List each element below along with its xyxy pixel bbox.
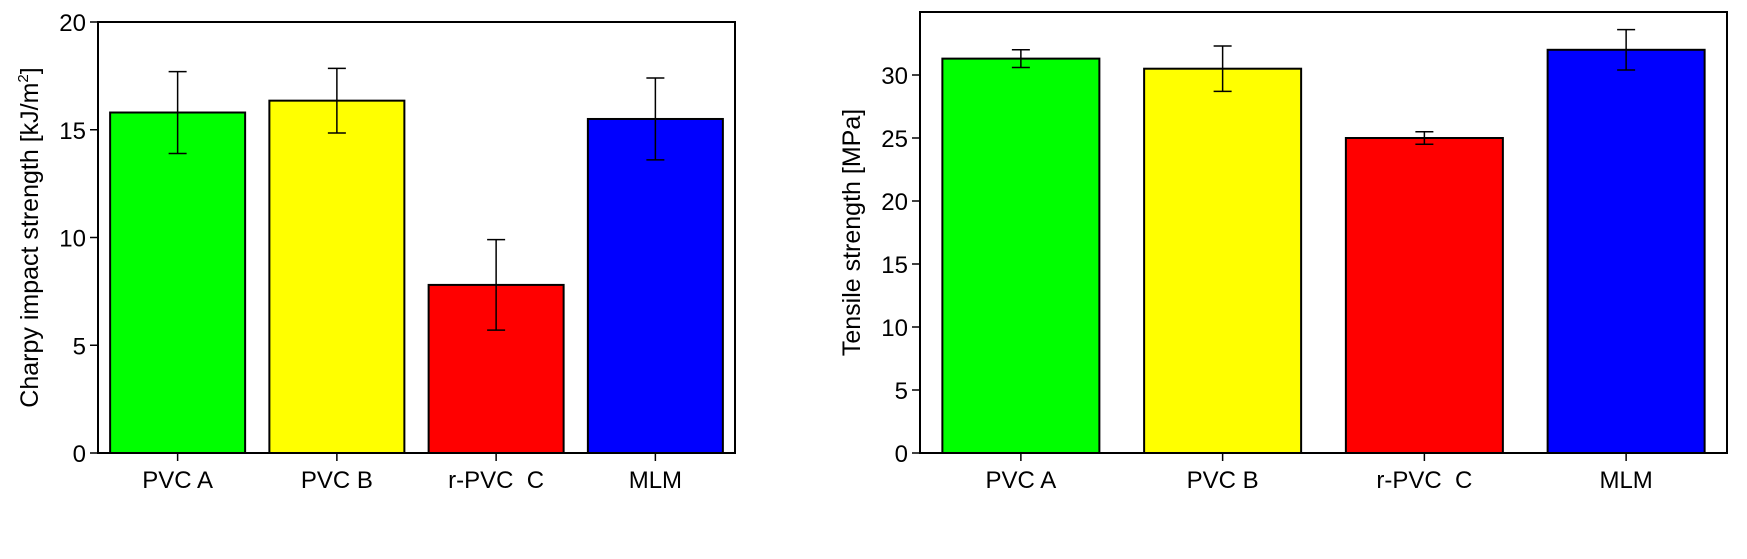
chart-1-y-axis-title-tail: ]	[16, 67, 44, 74]
chart-2-bar-r-pvc-c	[1344, 137, 1504, 454]
chart-2-category-labels: PVC A PVC B r-PVC C MLM	[986, 467, 1653, 494]
chart-1-y-tick-labels: 0 5 10 15 20	[59, 10, 86, 468]
chart-1-errorbar-pvc-a	[168, 70, 187, 155]
chart-2-ytick-label-25: 25	[881, 126, 908, 153]
chart-2-error-bars	[1011, 28, 1636, 146]
chart-2-category-label-pvc-a: PVC A	[986, 467, 1057, 494]
chart-1-bar-pvc-a	[109, 111, 247, 454]
chart-2-category-label-pvc-b: PVC B	[1187, 467, 1259, 494]
chart-2-ytick-label-5: 5	[895, 378, 908, 405]
chart-1-ytick-label-10: 10	[59, 226, 86, 253]
chart-1-category-label-pvc-a: PVC A	[142, 467, 213, 494]
chart-1-y-axis-title: Charpy impact strength [kJ/m2]	[15, 67, 44, 407]
chart-2-bar-pvc-a	[941, 57, 1101, 455]
chart-2-ytick-label-20: 20	[881, 189, 908, 216]
chart-2-errorbar-pvc-b	[1213, 45, 1232, 93]
chart-2-bar-pvc-b	[1143, 67, 1303, 454]
chart-1-y-axis-title-main: Charpy impact strength [kJ/m	[16, 83, 44, 408]
chart-2-bar-mlm	[1546, 48, 1706, 455]
chart-1-y-axis-title-sup: 2	[15, 74, 32, 82]
chart-1-category-label-mlm: MLM	[629, 467, 682, 494]
chart-1-bar-pvc-b	[268, 99, 406, 454]
chart-2-category-label-mlm: MLM	[1599, 467, 1652, 494]
chart-1: 0 5 10 15 20 PVC A PVC B r-PVC C MLM Cha…	[15, 10, 736, 494]
chart-2-ytick-label-15: 15	[881, 252, 908, 279]
chart-1-bars	[109, 99, 724, 454]
chart-2-ytick-label-10: 10	[881, 315, 908, 342]
chart-1-ytick-label-5: 5	[73, 333, 86, 360]
chart-1-ytick-label-0: 0	[73, 441, 86, 468]
chart-1-error-bars	[168, 67, 665, 331]
chart-1-y-ticks	[90, 21, 98, 454]
chart-2-errorbar-r-pvc-c	[1415, 130, 1434, 146]
chart-2-y-axis-title: Tensile strength [MPa]	[838, 109, 866, 356]
chart-1-x-ticks	[176, 453, 657, 461]
chart-2-ytick-label-30: 30	[881, 63, 908, 90]
chart-1-bar-mlm	[586, 117, 724, 454]
chart-2-y-tick-labels: 0 5 10 15 20 25 30	[881, 63, 908, 468]
chart-1-errorbar-pvc-b	[327, 67, 346, 134]
chart-2-errorbar-mlm	[1617, 28, 1636, 71]
chart-2-category-label-r-pvc-c: r-PVC C	[1376, 467, 1472, 494]
chart-2: 0 5 10 15 20 25 30 PVC A PVC B r-PVC C M…	[838, 11, 1728, 494]
chart-1-errorbar-r-pvc-c	[487, 238, 506, 331]
chart-1-category-label-pvc-b: PVC B	[301, 467, 373, 494]
chart-2-y-ticks	[912, 74, 920, 454]
chart-2-y-axis-title-main: Tensile strength [MPa]	[838, 109, 866, 356]
chart-2-plot-frame	[919, 11, 1728, 454]
chart-1-category-label-r-pvc-c: r-PVC C	[448, 467, 544, 494]
chart-2-errorbar-pvc-a	[1011, 49, 1030, 69]
chart-1-errorbar-mlm	[646, 77, 665, 161]
chart-1-ytick-label-20: 20	[59, 10, 86, 37]
chart-1-category-labels: PVC A PVC B r-PVC C MLM	[142, 467, 682, 494]
chart-2-ytick-label-0: 0	[895, 441, 908, 468]
chart-2-x-ticks	[1020, 453, 1627, 461]
chart-2-bars	[941, 48, 1706, 455]
chart-1-ytick-label-15: 15	[59, 118, 86, 145]
